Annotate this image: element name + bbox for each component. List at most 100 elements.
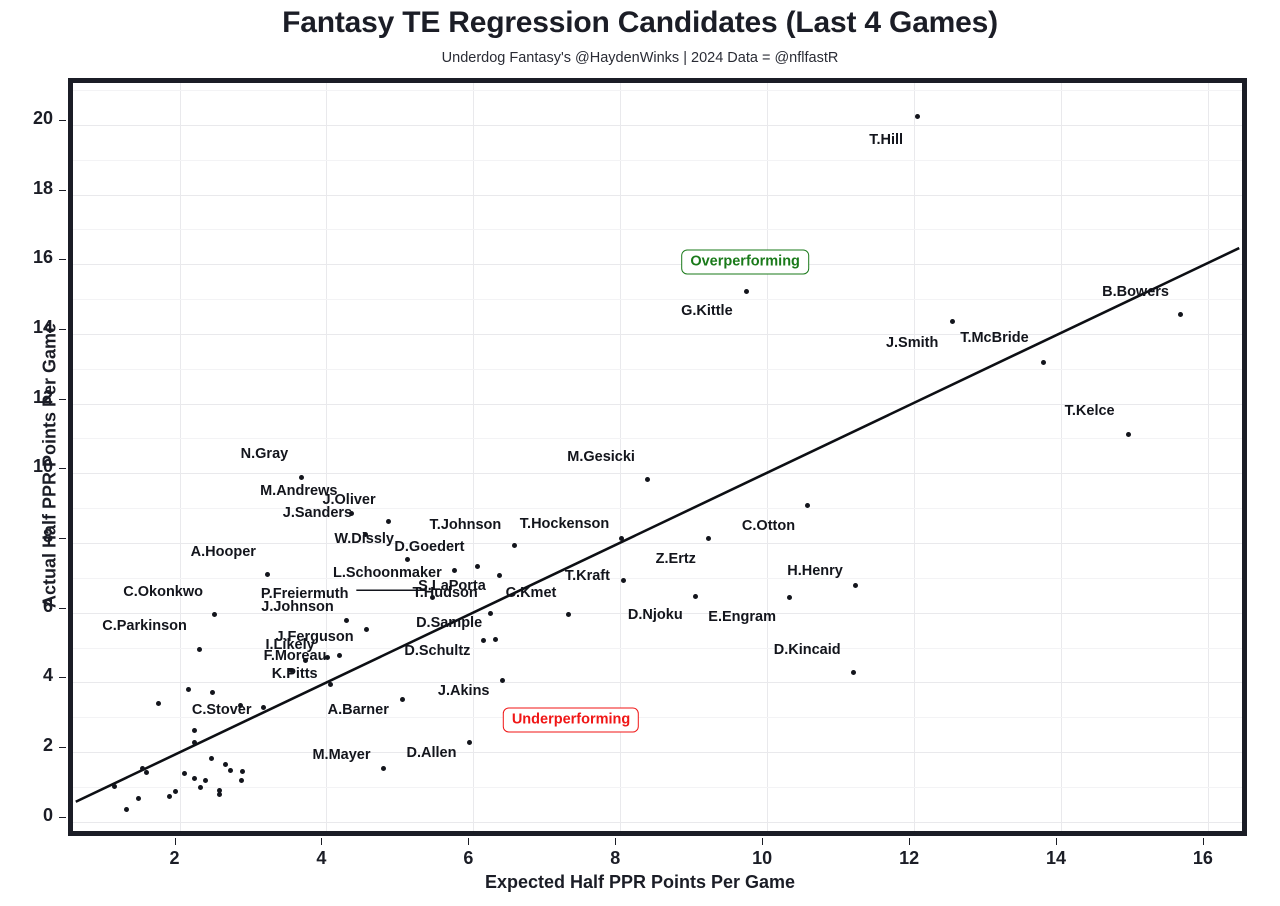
x-tick-8 <box>615 838 617 845</box>
data-point-t-johnson[interactable] <box>511 542 517 548</box>
point-label-t-hudson: T.Hudson <box>412 584 478 601</box>
y-tick-16 <box>59 259 66 261</box>
data-point-c-kmet[interactable] <box>566 611 572 617</box>
data-point-c-okonkwo[interactable] <box>212 612 218 618</box>
data-point-unlabeled-7[interactable] <box>143 769 149 775</box>
x-tick-label-6: 6 <box>463 848 474 868</box>
data-point-unlabeled-2[interactable] <box>210 690 216 696</box>
data-point-z-ertz[interactable] <box>705 536 711 542</box>
data-point-unlabeled-4[interactable] <box>191 739 197 745</box>
x-tick-label-4: 4 <box>316 848 327 868</box>
data-point-unlabeled-19[interactable] <box>228 767 234 773</box>
data-point-n-gray[interactable] <box>298 474 304 480</box>
data-point-t-hudson[interactable] <box>488 610 494 616</box>
data-point-unlabeled-18[interactable] <box>222 761 228 767</box>
data-point-p-freiermuth[interactable] <box>429 594 435 600</box>
gridline-y-20 <box>73 124 1242 126</box>
data-point-w-dissly[interactable] <box>404 556 410 562</box>
data-point-a-hooper[interactable] <box>265 571 271 577</box>
data-point-m-andrews[interactable] <box>348 510 354 516</box>
data-point-unlabeled-10[interactable] <box>135 795 141 801</box>
data-point-i-likely[interactable] <box>325 654 331 660</box>
data-point-j-ferguson[interactable] <box>364 626 370 632</box>
data-point-unlabeled-6[interactable] <box>140 766 146 772</box>
data-point-j-smith[interactable] <box>949 318 955 324</box>
data-point-unlabeled-23[interactable] <box>173 788 179 794</box>
point-label-t-kelce: T.Kelce <box>1064 402 1115 419</box>
data-point-f-moreau[interactable] <box>337 652 343 658</box>
gridline-y-4 <box>73 682 1242 684</box>
data-point-unlabeled-15[interactable] <box>197 785 203 791</box>
data-point-j-johnson[interactable] <box>344 617 350 623</box>
data-point-d-njoku[interactable] <box>693 593 699 599</box>
point-label-d-schultz: D.Schultz <box>404 642 471 659</box>
data-point-t-hockenson[interactable] <box>619 535 625 541</box>
data-point-c-stover[interactable] <box>261 705 267 711</box>
data-point-d-goedert[interactable] <box>475 563 481 569</box>
gridline-y-21 <box>73 89 1242 91</box>
data-point-j-sanders[interactable] <box>362 532 368 538</box>
gridline-y-16 <box>73 264 1242 266</box>
data-point-t-mcbride[interactable] <box>1040 359 1046 365</box>
gridline-y-18 <box>73 194 1242 196</box>
data-point-m-gesicki[interactable] <box>644 477 650 483</box>
point-label-c-parkinson: C.Parkinson <box>102 618 187 635</box>
data-point-c-otton[interactable] <box>805 503 811 509</box>
gridline-y-14 <box>73 333 1242 335</box>
point-label-p-freiermuth: P.Freiermuth <box>260 586 349 603</box>
data-point-j-oliver[interactable] <box>385 518 391 524</box>
data-point-unlabeled-21[interactable] <box>239 778 245 784</box>
point-label-k-pitts: K.Pitts <box>271 665 318 682</box>
data-point-unlabeled-14[interactable] <box>202 777 208 783</box>
data-point-a-barner[interactable] <box>399 697 405 703</box>
data-point-unlabeled-5[interactable] <box>237 702 243 708</box>
data-point-unlabeled-0[interactable] <box>156 701 162 707</box>
point-label-c-stover: C.Stover <box>191 702 252 718</box>
x-tick-label-14: 14 <box>1045 848 1067 868</box>
data-point-s-laporta[interactable] <box>496 572 502 578</box>
data-point-unlabeled-20[interactable] <box>240 768 246 774</box>
data-point-unlabeled-12[interactable] <box>182 771 188 777</box>
y-tick-label-14: 14 <box>32 316 53 337</box>
data-point-unlabeled-24[interactable] <box>289 667 295 673</box>
point-label-j-smith: J.Smith <box>885 334 939 351</box>
data-point-unlabeled-11[interactable] <box>167 793 173 799</box>
data-point-l-schoonmaker[interactable] <box>452 568 458 574</box>
data-point-d-sample[interactable] <box>492 636 498 642</box>
data-point-d-schultz[interactable] <box>481 638 487 644</box>
data-point-j-akins[interactable] <box>500 677 506 683</box>
gridline-y-1 <box>73 786 1242 788</box>
point-label-f-moreau: F.Moreau <box>263 647 327 664</box>
point-label-t-hockenson: T.Hockenson <box>519 516 610 533</box>
data-point-b-bowers[interactable] <box>1178 312 1184 318</box>
point-label-d-sample: D.Sample <box>416 614 483 631</box>
point-label-c-okonkwo: C.Okonkwo <box>123 584 204 601</box>
y-tick-label-0: 0 <box>42 804 53 825</box>
point-label-c-kmet: C.Kmet <box>505 585 557 602</box>
x-tick-2 <box>174 838 176 845</box>
point-label-s-laporta: S.LaPorta <box>418 577 486 594</box>
data-point-e-engram[interactable] <box>786 595 792 601</box>
data-point-h-henry[interactable] <box>852 582 858 588</box>
data-point-c-parkinson[interactable] <box>196 646 202 652</box>
data-point-unlabeled-1[interactable] <box>185 687 191 693</box>
data-point-unlabeled-25[interactable] <box>303 658 309 664</box>
data-point-t-kraft[interactable] <box>620 577 626 583</box>
data-point-unlabeled-8[interactable] <box>112 784 118 790</box>
data-point-t-kelce[interactable] <box>1126 431 1132 437</box>
y-tick-0 <box>59 816 66 818</box>
data-point-g-kittle[interactable] <box>744 288 750 294</box>
data-point-k-pitts[interactable] <box>328 682 334 688</box>
data-point-unlabeled-17[interactable] <box>209 755 215 761</box>
data-point-unlabeled-3[interactable] <box>191 728 197 734</box>
data-point-unlabeled-9[interactable] <box>124 807 130 813</box>
data-point-unlabeled-13[interactable] <box>191 776 197 782</box>
x-tick-label-10: 10 <box>752 848 773 868</box>
point-label-j-sanders: J.Sanders <box>282 505 353 522</box>
data-point-m-mayer[interactable] <box>381 766 387 771</box>
data-point-unlabeled-22[interactable] <box>217 787 223 793</box>
data-point-t-hill[interactable] <box>915 113 921 119</box>
data-point-unlabeled-16[interactable] <box>216 792 222 798</box>
data-point-d-allen[interactable] <box>467 739 473 745</box>
data-point-d-kincaid[interactable] <box>851 669 857 675</box>
